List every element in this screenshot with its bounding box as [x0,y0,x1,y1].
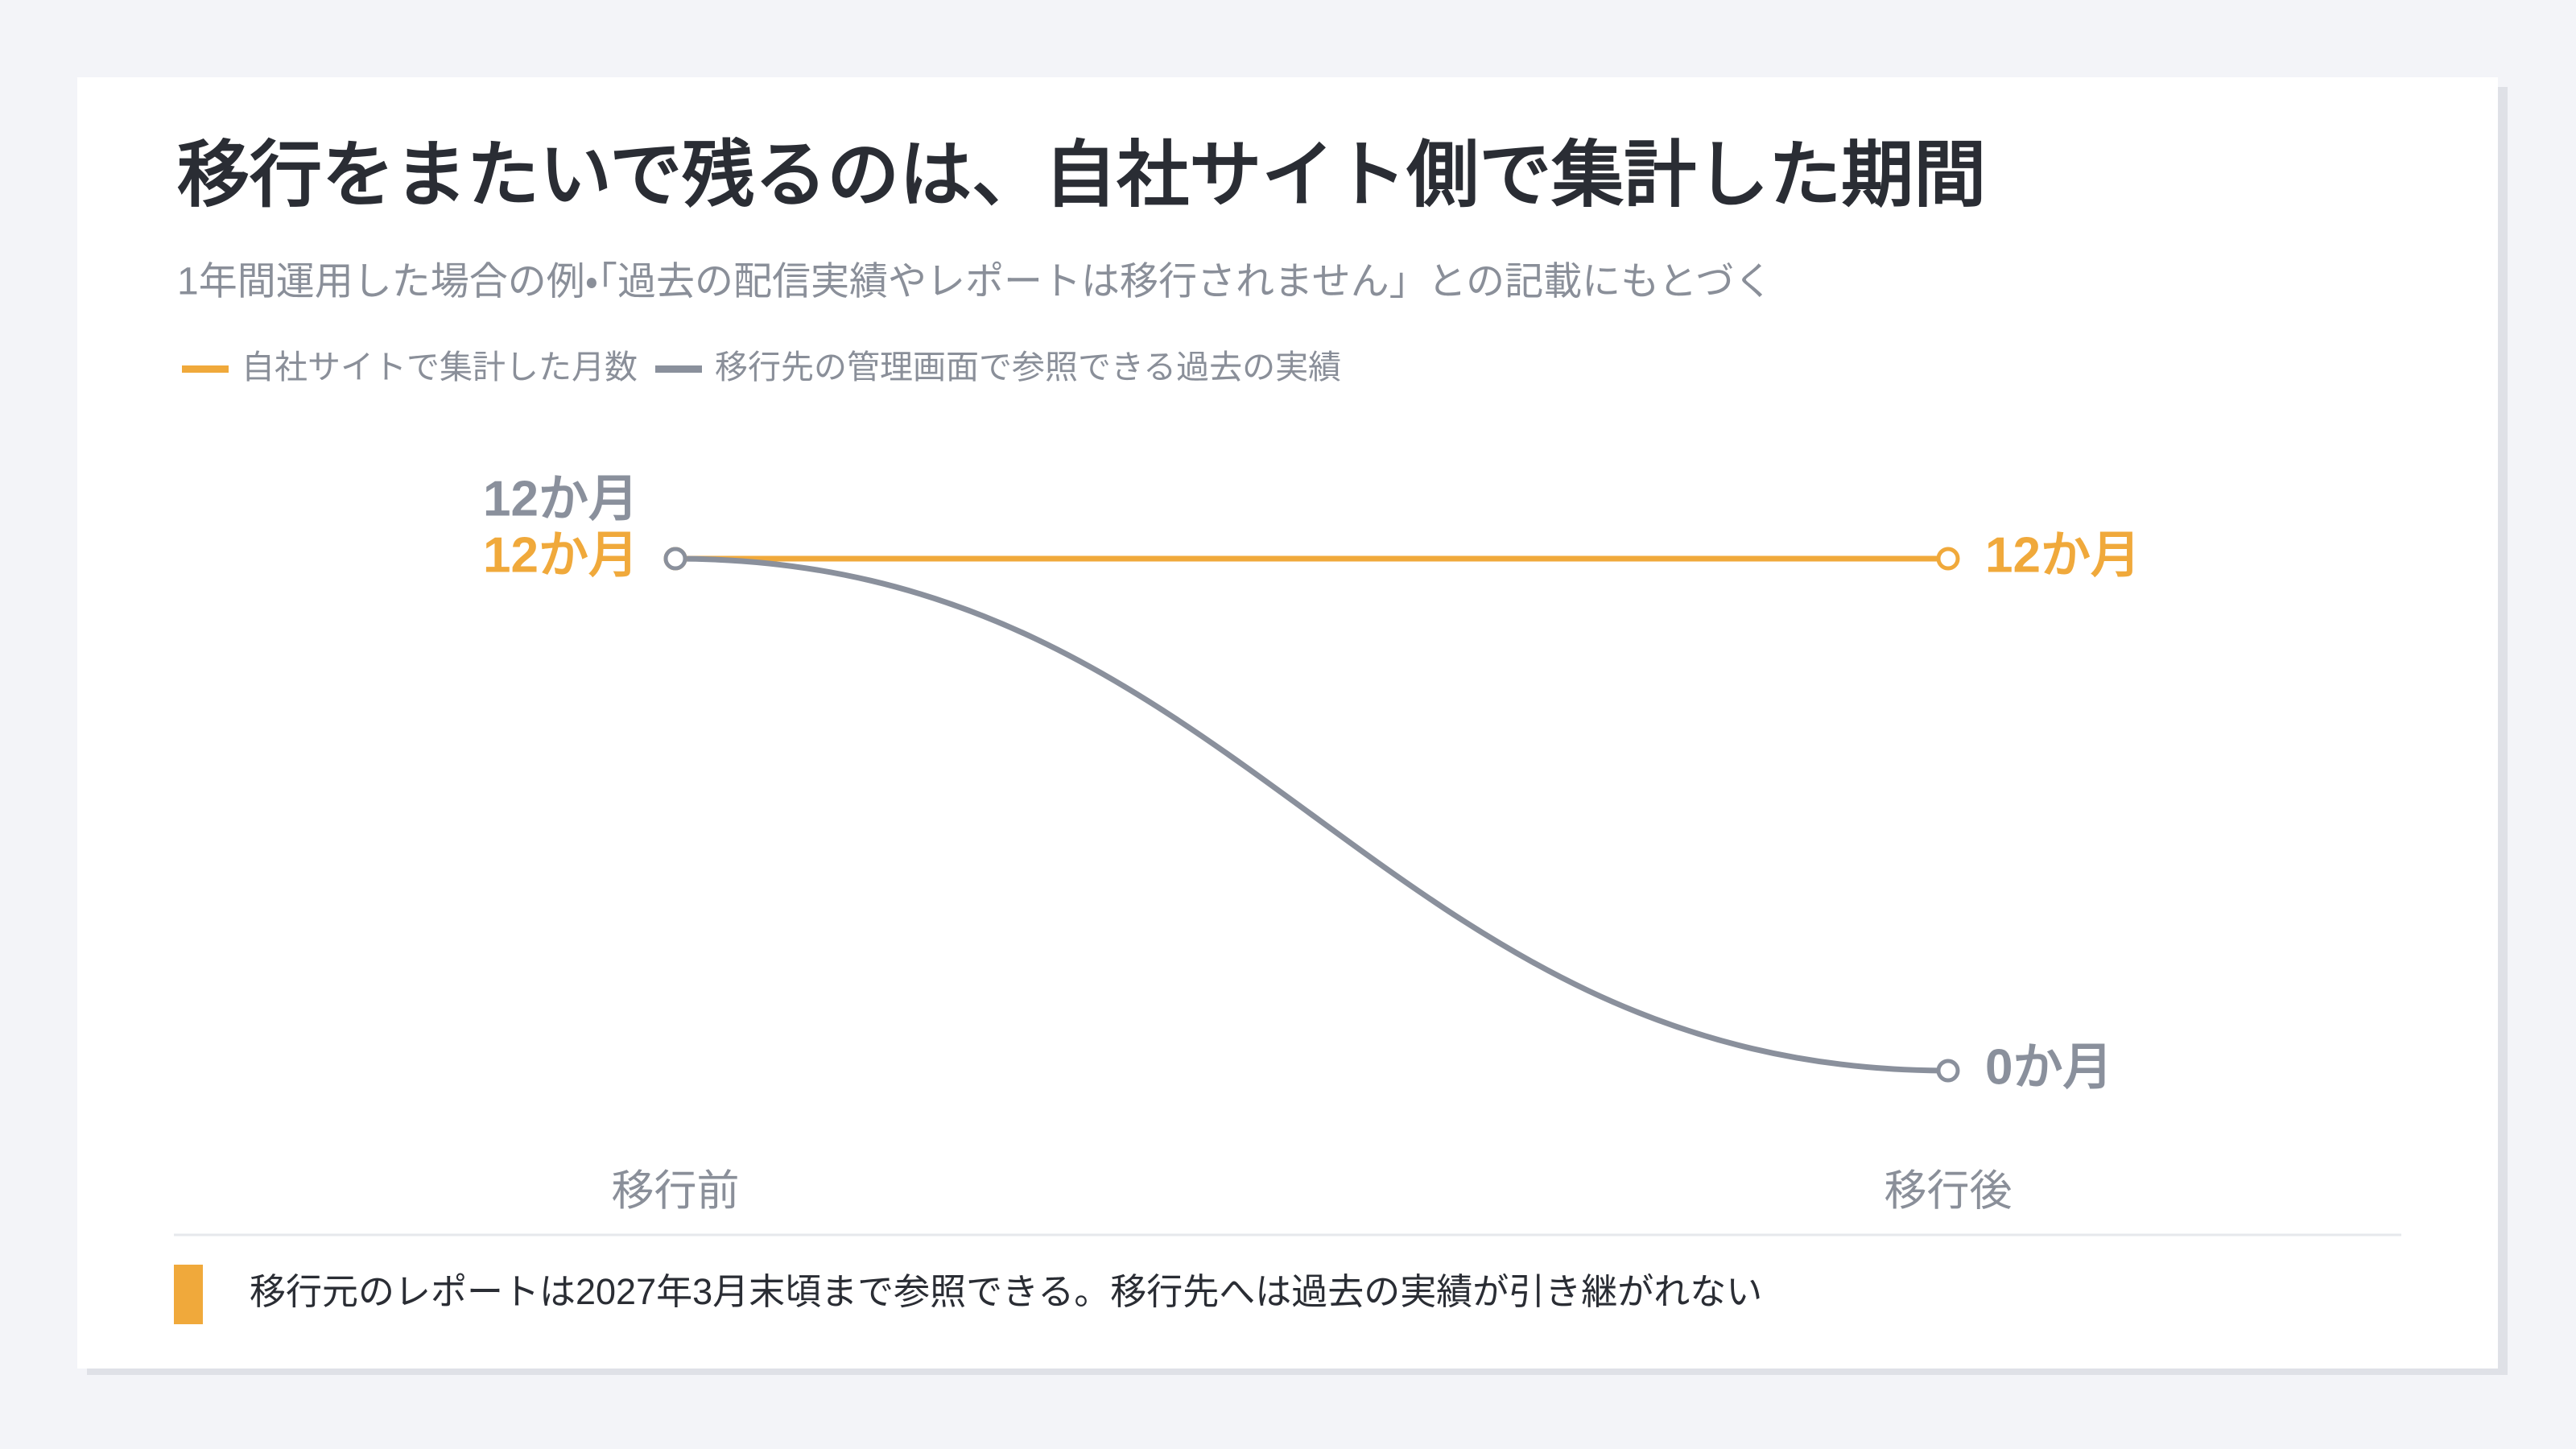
legend-label: 移行先の管理画面で参照できる過去の実績 [715,349,1341,386]
chart-title: 移行をまたいで残るのは、自社サイト側で集計した期間 [177,135,1986,216]
legend-swatch [655,365,702,373]
legend: 自社サイトで集計した月数 移行先の管理画面で参照できる過去の実績 [182,349,1341,386]
data-point [663,547,687,571]
chart-subtitle: 1年間運用した場合の例・「過去の配信実績やレポートは移行されません」との記載にも… [177,261,1773,303]
data-label: 12か月 [483,471,638,526]
legend-swatch [182,365,229,373]
data-label: 12か月 [1985,527,2140,583]
data-label: 0か月 [1985,1039,2112,1095]
legend-label: 自社サイトで集計した月数 [242,349,638,386]
series-line [675,555,1949,1074]
footnote: 移行元のレポートは2027年3月末頃まで参照できる。移行先へは過去の実績が引き継… [250,1271,1762,1312]
card [77,77,2498,1368]
data-point [1936,1059,1960,1083]
data-label: 12か月 [483,527,638,583]
footnote-marker [174,1265,203,1324]
x-tick-label: 移行後 [1885,1167,2013,1215]
data-point [1936,547,1960,571]
x-tick-label: 移行前 [612,1167,740,1215]
